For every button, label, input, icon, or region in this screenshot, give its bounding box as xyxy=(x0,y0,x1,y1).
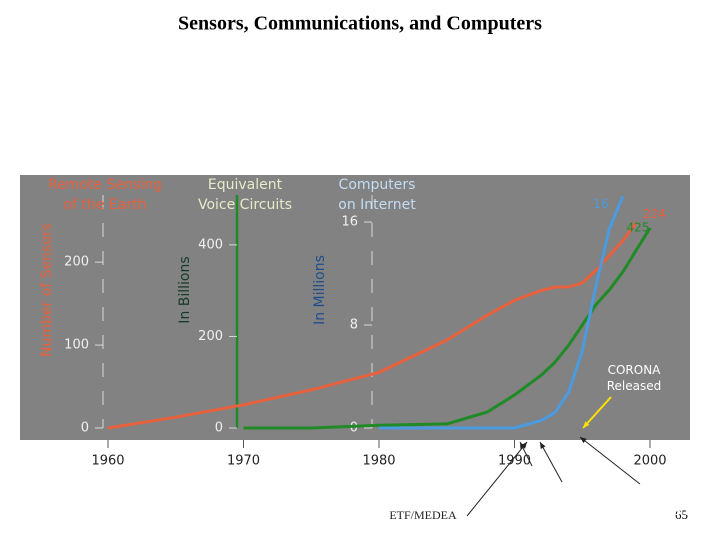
annotation-arrow xyxy=(582,396,612,429)
x-tick-label: 1980 xyxy=(362,454,395,469)
y-axis-label: In Millions xyxy=(312,255,328,325)
y-tick-label: 8 xyxy=(350,318,358,333)
annotation-arrow xyxy=(539,441,563,483)
annotation-arrow xyxy=(466,441,528,517)
x-tick-label: 1990 xyxy=(498,454,531,469)
y-tick-label: 0 xyxy=(81,421,89,436)
end-label: 16 xyxy=(593,197,608,211)
axis-header: of the Earth xyxy=(64,197,147,213)
y-tick-label: 400 xyxy=(198,237,223,252)
series-line xyxy=(379,195,625,430)
y-axis-label: In Billions xyxy=(177,256,193,323)
y-tick-label: 100 xyxy=(64,338,89,353)
series-line xyxy=(243,227,652,430)
axis-header: Voice Circuits xyxy=(198,197,292,213)
annotation: Mosaic Browser xyxy=(552,484,601,515)
x-tick-label: 2000 xyxy=(633,454,666,469)
x-tick-label: 1970 xyxy=(227,454,260,469)
x-tick-label: 1960 xyxy=(91,454,124,469)
end-label: 224 xyxy=(643,207,666,221)
chart-title: Sensors, Communications, and Computers xyxy=(178,13,542,35)
y-tick-label: 0 xyxy=(350,421,358,436)
arrow-head xyxy=(520,442,527,449)
axis-header: Remote Sensing xyxy=(48,177,162,193)
arrow-head xyxy=(580,437,587,444)
page-number: 65 xyxy=(675,507,688,522)
arrow-head xyxy=(540,442,546,449)
y-tick-label: 16 xyxy=(341,215,358,230)
annotation: ETF/MEDEA xyxy=(389,508,457,522)
arrow-head xyxy=(583,421,590,428)
chart-panel xyxy=(20,175,690,440)
annotation-arrow xyxy=(579,436,641,485)
annotation: Volcano and Fires Center xyxy=(632,487,705,518)
annotation: CORONA Released xyxy=(607,363,662,393)
y-tick-label: 200 xyxy=(64,255,89,270)
y-tick-label: 0 xyxy=(215,421,223,436)
y-tick-label: 200 xyxy=(198,329,223,344)
end-label: 425 xyxy=(627,220,650,234)
axis-header: on Internet xyxy=(338,197,416,213)
axis-header: Computers xyxy=(339,177,416,193)
axis-header: Equivalent xyxy=(208,177,283,193)
y-axis-label: Number of Sensors xyxy=(39,223,55,357)
annotation: WWW xyxy=(523,468,559,482)
